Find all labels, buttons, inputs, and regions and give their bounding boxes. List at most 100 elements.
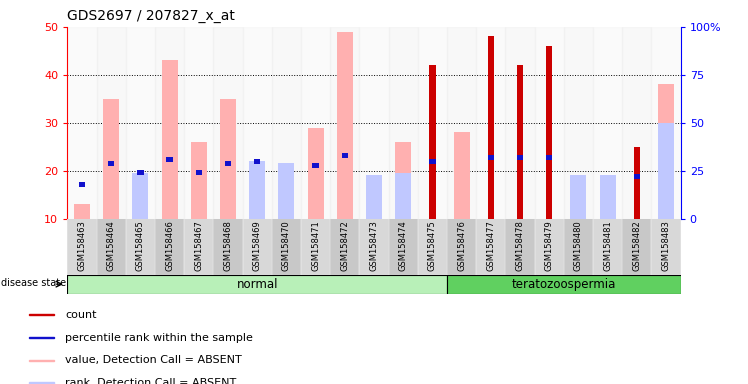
Bar — [278, 163, 295, 219]
Bar — [29, 359, 55, 361]
Bar — [249, 161, 266, 219]
Bar — [191, 142, 206, 219]
Bar — [488, 36, 494, 219]
Text: disease state: disease state — [1, 278, 67, 288]
Bar — [429, 65, 435, 219]
Bar — [564, 27, 593, 219]
Text: GSM158467: GSM158467 — [194, 220, 203, 271]
Bar — [155, 27, 184, 219]
Bar — [330, 27, 359, 219]
Bar — [301, 219, 330, 275]
Bar — [79, 182, 85, 187]
Bar — [96, 219, 126, 275]
Bar — [658, 123, 674, 219]
Text: GSM158472: GSM158472 — [340, 220, 349, 271]
Text: GSM158471: GSM158471 — [311, 220, 320, 271]
Text: GSM158481: GSM158481 — [603, 220, 612, 271]
Bar — [342, 153, 348, 158]
Text: GSM158465: GSM158465 — [136, 220, 145, 271]
Text: GSM158482: GSM158482 — [632, 220, 641, 271]
Bar — [517, 65, 524, 219]
Bar — [184, 27, 213, 219]
Bar — [272, 27, 301, 219]
Bar — [74, 204, 90, 219]
Text: GSM158466: GSM158466 — [165, 220, 174, 271]
Bar — [447, 275, 681, 294]
Bar — [447, 219, 476, 275]
Bar — [506, 219, 535, 275]
Bar — [593, 27, 622, 219]
Text: GSM158483: GSM158483 — [661, 220, 670, 271]
Text: GSM158469: GSM158469 — [253, 220, 262, 271]
Bar — [330, 219, 359, 275]
Bar — [476, 27, 506, 219]
Bar — [307, 127, 324, 219]
Bar — [600, 175, 616, 219]
Bar — [389, 27, 418, 219]
Bar — [213, 27, 242, 219]
Bar — [337, 31, 353, 219]
Bar — [506, 27, 535, 219]
Bar — [571, 175, 586, 219]
Text: GSM158476: GSM158476 — [457, 220, 466, 271]
Bar — [634, 147, 640, 219]
Bar — [155, 219, 184, 275]
Text: GSM158473: GSM158473 — [370, 220, 378, 271]
Bar — [546, 155, 553, 160]
Bar — [389, 219, 418, 275]
Bar — [184, 219, 213, 275]
Bar — [103, 99, 119, 219]
Bar — [224, 161, 231, 166]
Bar — [395, 142, 411, 219]
Bar — [162, 60, 177, 219]
Bar — [564, 219, 593, 275]
Bar — [476, 219, 506, 275]
Text: GSM158478: GSM158478 — [515, 220, 524, 271]
Bar — [517, 155, 524, 160]
Bar — [254, 159, 260, 164]
Bar — [535, 27, 564, 219]
Bar — [195, 170, 202, 175]
Bar — [622, 27, 652, 219]
Bar — [213, 219, 242, 275]
Bar — [313, 163, 319, 167]
Text: GSM158463: GSM158463 — [78, 220, 87, 271]
Bar — [395, 173, 411, 219]
Text: GSM158470: GSM158470 — [282, 220, 291, 271]
Bar — [166, 157, 173, 162]
Text: GSM158479: GSM158479 — [545, 220, 554, 271]
Bar — [126, 219, 155, 275]
Bar — [67, 275, 447, 294]
Text: rank, Detection Call = ABSENT: rank, Detection Call = ABSENT — [65, 378, 236, 384]
Text: percentile rank within the sample: percentile rank within the sample — [65, 333, 253, 343]
Bar — [593, 219, 622, 275]
Bar — [29, 337, 55, 338]
Text: GSM158477: GSM158477 — [486, 220, 495, 271]
Bar — [220, 99, 236, 219]
Bar — [429, 159, 435, 164]
Bar — [301, 27, 330, 219]
Bar — [447, 27, 476, 219]
Bar — [418, 219, 447, 275]
Text: GSM158475: GSM158475 — [428, 220, 437, 271]
Text: normal: normal — [236, 278, 278, 291]
Bar — [634, 174, 640, 179]
Bar — [242, 27, 272, 219]
Text: teratozoospermia: teratozoospermia — [512, 278, 616, 291]
Bar — [137, 170, 144, 175]
Bar — [272, 219, 301, 275]
Bar — [488, 155, 494, 160]
Text: count: count — [65, 310, 96, 320]
Text: GSM158480: GSM158480 — [574, 220, 583, 271]
Bar — [622, 219, 652, 275]
Bar — [126, 27, 155, 219]
Bar — [108, 161, 114, 166]
Bar — [418, 27, 447, 219]
Text: GSM158468: GSM158468 — [224, 220, 233, 271]
Bar — [29, 314, 55, 316]
Text: GSM158474: GSM158474 — [399, 220, 408, 271]
Bar — [67, 27, 96, 219]
Bar — [132, 173, 148, 219]
Bar — [242, 219, 272, 275]
Bar — [359, 27, 389, 219]
